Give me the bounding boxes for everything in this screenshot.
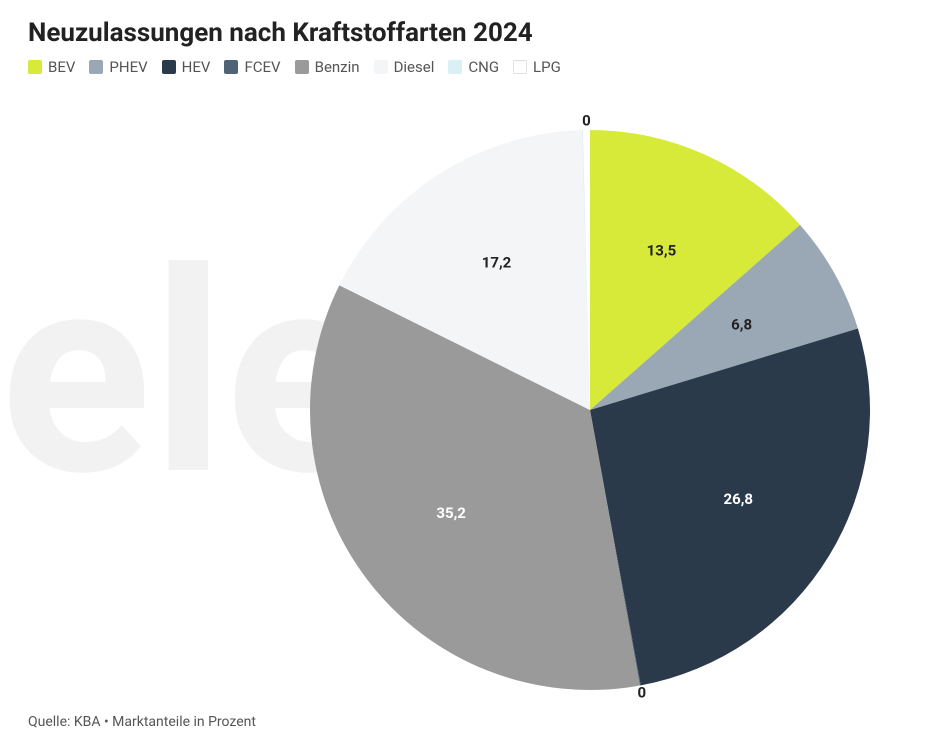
legend-item-phev: PHEV xyxy=(89,58,147,76)
legend-swatch-benzin xyxy=(295,60,309,74)
legend-swatch-bev xyxy=(28,60,42,74)
legend-label-phev: PHEV xyxy=(109,58,147,76)
legend-label-hev: HEV xyxy=(182,58,211,76)
legend-label-diesel: Diesel xyxy=(394,58,435,76)
pie-label-phev: 6,8 xyxy=(731,315,752,333)
legend-label-benzin: Benzin xyxy=(315,58,360,76)
legend-item-benzin: Benzin xyxy=(295,58,360,76)
legend-item-hev: HEV xyxy=(162,58,211,76)
legend-label-fcev: FCEV xyxy=(244,58,280,76)
pie-label-benzin: 35,2 xyxy=(436,504,466,522)
legend-swatch-diesel xyxy=(374,60,388,74)
pie-label-lpg: 0 xyxy=(582,112,591,130)
legend-label-cng: CNG xyxy=(468,58,499,76)
pie-label-diesel: 17,2 xyxy=(482,254,512,272)
legend-label-bev: BEV xyxy=(48,58,75,76)
legend-label-lpg: LPG xyxy=(533,58,561,76)
legend-item-diesel: Diesel xyxy=(374,58,435,76)
legend-swatch-fcev xyxy=(224,60,238,74)
legend-item-bev: BEV xyxy=(28,58,75,76)
legend-item-cng: CNG xyxy=(448,58,499,76)
pie-label-hev: 26,8 xyxy=(724,490,754,508)
legend-swatch-phev xyxy=(89,60,103,74)
legend-swatch-lpg xyxy=(513,60,527,74)
pie-chart: 13,5 6,8 26,8 0 35,2 17,2 0 xyxy=(0,0,944,750)
pie-label-bev: 13,5 xyxy=(647,242,677,260)
chart-source: Quelle: KBA • Marktanteile in Prozent xyxy=(28,714,256,730)
chart-title: Neuzulassungen nach Kraftstoffarten 2024 xyxy=(28,18,533,48)
legend-swatch-hev xyxy=(162,60,176,74)
legend-swatch-cng xyxy=(448,60,462,74)
pie-label-fcev: 0 xyxy=(638,684,647,702)
legend-item-lpg: LPG xyxy=(513,58,561,76)
legend-item-fcev: FCEV xyxy=(224,58,280,76)
chart-legend: BEV PHEV HEV FCEV Benzin Diesel CNG LPG xyxy=(28,58,561,76)
